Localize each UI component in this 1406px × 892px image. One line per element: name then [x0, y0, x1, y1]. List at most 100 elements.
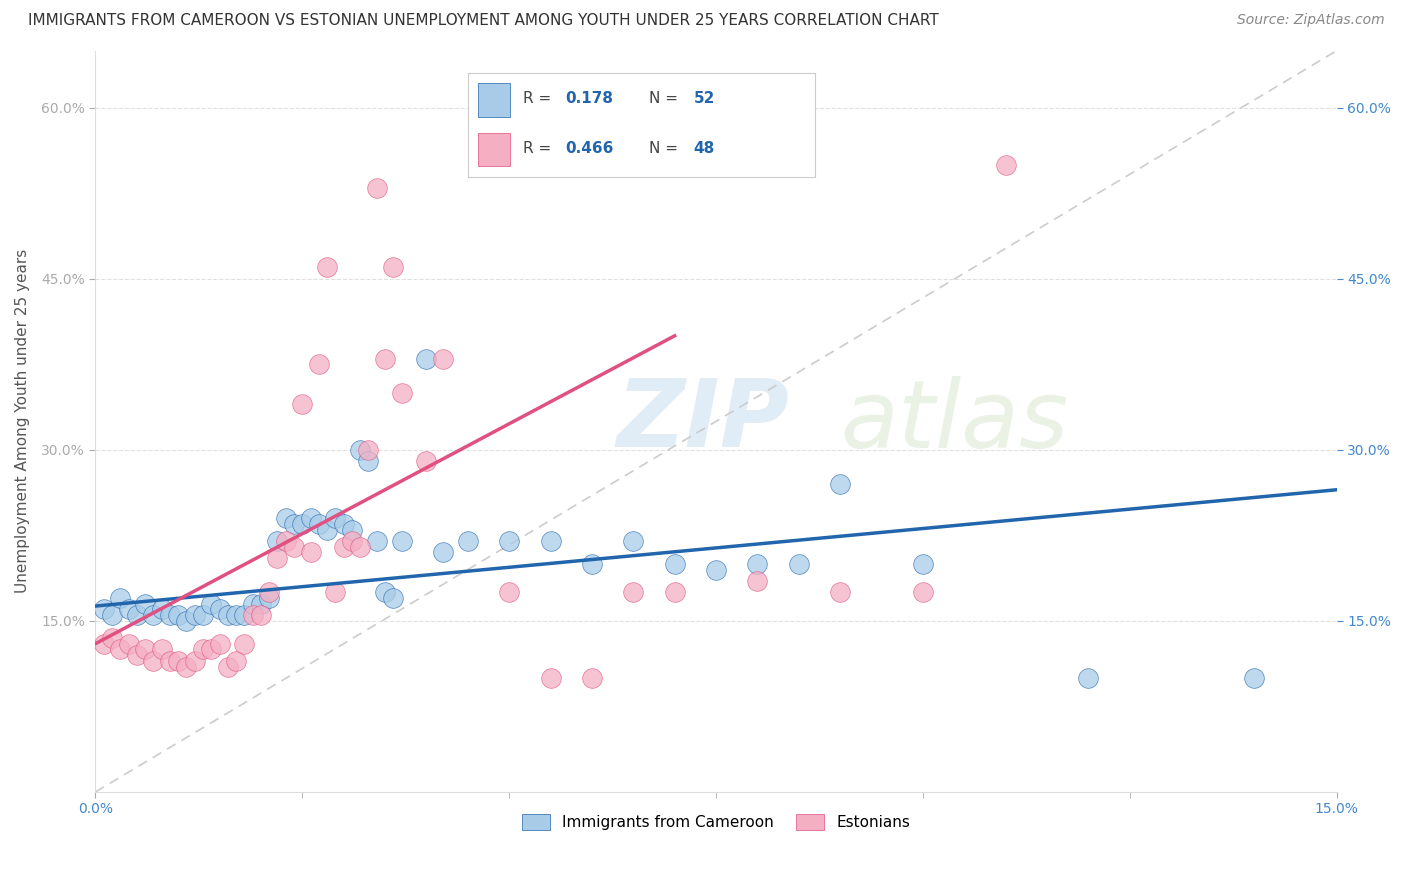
Point — [299, 511, 322, 525]
Point — [374, 351, 396, 366]
Point — [266, 534, 288, 549]
Point — [134, 642, 156, 657]
Y-axis label: Unemployment Among Youth under 25 years: Unemployment Among Youth under 25 years — [15, 249, 30, 593]
Point — [191, 608, 214, 623]
Point — [994, 158, 1017, 172]
Point — [581, 671, 603, 685]
Point — [357, 454, 380, 468]
Point — [498, 534, 520, 549]
Point — [374, 585, 396, 599]
Point — [830, 477, 852, 491]
Point — [291, 397, 314, 411]
Point — [117, 602, 139, 616]
Text: IMMIGRANTS FROM CAMEROON VS ESTONIAN UNEMPLOYMENT AMONG YOUTH UNDER 25 YEARS COR: IMMIGRANTS FROM CAMEROON VS ESTONIAN UNE… — [28, 13, 939, 29]
Point — [581, 557, 603, 571]
Point — [242, 597, 264, 611]
Point — [787, 557, 810, 571]
Point — [101, 631, 124, 645]
Point — [415, 454, 437, 468]
Point — [1077, 671, 1099, 685]
Point — [233, 637, 256, 651]
Point — [332, 540, 354, 554]
Point — [283, 516, 305, 531]
Point — [142, 608, 165, 623]
Point — [325, 511, 347, 525]
Point — [432, 351, 454, 366]
Point — [349, 540, 371, 554]
Point — [217, 608, 239, 623]
Point — [200, 642, 222, 657]
Point — [191, 642, 214, 657]
Point — [125, 608, 148, 623]
Point — [357, 442, 380, 457]
Point — [266, 551, 288, 566]
Point — [150, 602, 173, 616]
Point — [911, 557, 934, 571]
Point — [208, 602, 231, 616]
Point — [208, 637, 231, 651]
Point — [167, 654, 190, 668]
Point — [125, 648, 148, 662]
Point — [183, 654, 205, 668]
Point — [257, 591, 280, 606]
Point — [332, 516, 354, 531]
Point — [382, 591, 405, 606]
Point — [621, 585, 644, 599]
Point — [200, 597, 222, 611]
Point — [159, 608, 181, 623]
Text: atlas: atlas — [841, 376, 1069, 467]
Point — [299, 545, 322, 559]
Point — [291, 516, 314, 531]
Point — [176, 614, 198, 628]
Point — [150, 642, 173, 657]
Point — [540, 534, 562, 549]
Point — [704, 563, 727, 577]
Point — [167, 608, 190, 623]
Point — [366, 534, 388, 549]
Point — [134, 597, 156, 611]
Point — [93, 637, 115, 651]
Point — [664, 585, 686, 599]
Point — [183, 608, 205, 623]
Point — [250, 597, 273, 611]
Point — [176, 659, 198, 673]
Point — [257, 585, 280, 599]
Point — [250, 608, 273, 623]
Point — [274, 511, 297, 525]
Point — [110, 642, 132, 657]
Point — [274, 534, 297, 549]
Point — [159, 654, 181, 668]
Point — [415, 351, 437, 366]
Point — [217, 659, 239, 673]
Point — [340, 534, 363, 549]
Point — [316, 260, 339, 275]
Point — [391, 534, 413, 549]
Point — [101, 608, 124, 623]
Point — [830, 585, 852, 599]
Point — [747, 557, 769, 571]
Point — [225, 654, 247, 668]
Point — [242, 608, 264, 623]
Point — [747, 574, 769, 588]
Point — [117, 637, 139, 651]
Point — [308, 357, 330, 371]
Point — [283, 540, 305, 554]
Point — [498, 585, 520, 599]
Text: Source: ZipAtlas.com: Source: ZipAtlas.com — [1237, 13, 1385, 28]
Point — [93, 602, 115, 616]
Point — [540, 671, 562, 685]
Point — [664, 557, 686, 571]
Point — [225, 608, 247, 623]
Point — [308, 516, 330, 531]
Point — [316, 523, 339, 537]
Point — [911, 585, 934, 599]
Text: ZIP: ZIP — [617, 376, 790, 467]
Point — [110, 591, 132, 606]
Point — [382, 260, 405, 275]
Point — [457, 534, 479, 549]
Point — [325, 585, 347, 599]
Point — [432, 545, 454, 559]
Legend: Immigrants from Cameroon, Estonians: Immigrants from Cameroon, Estonians — [516, 808, 917, 836]
Point — [366, 180, 388, 194]
Point — [1243, 671, 1265, 685]
